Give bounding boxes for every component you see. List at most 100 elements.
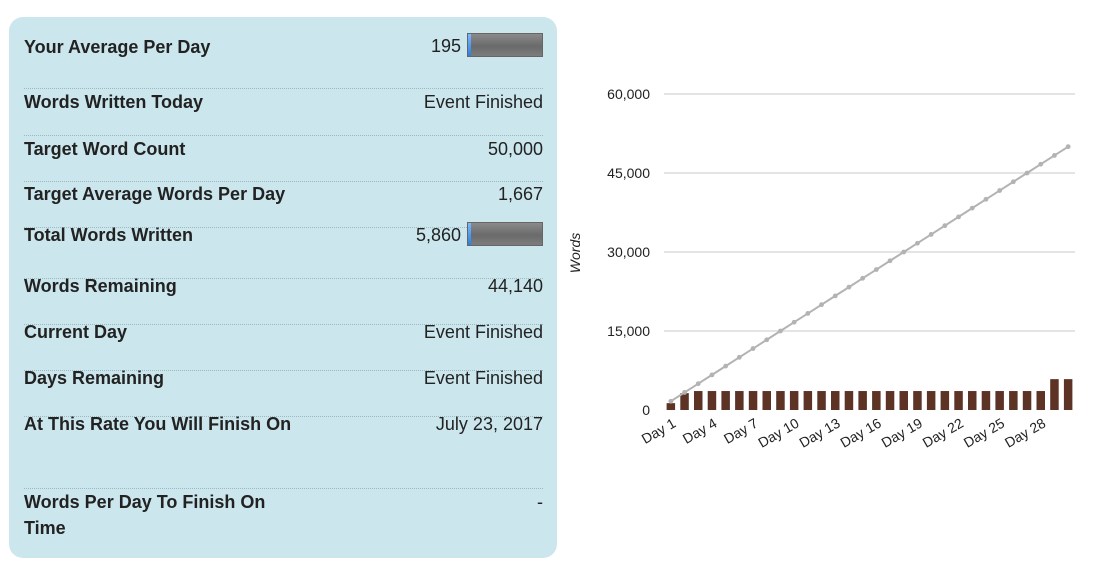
- bar-9: [776, 391, 785, 410]
- bar-27: [1022, 391, 1032, 410]
- chart-gridlines: [664, 93, 1075, 332]
- x-tick-label: Day 1: [639, 415, 679, 447]
- total-progress-bar: [467, 222, 543, 246]
- x-tick-label: Day 22: [920, 415, 967, 451]
- target-point-24: [983, 196, 989, 202]
- stat-row-total-words: Total Words Written 5,860: [24, 222, 543, 279]
- y-tick-label: 15,000: [607, 323, 650, 339]
- target-point-23: [969, 205, 975, 211]
- y-tick-label: 30,000: [607, 244, 650, 260]
- x-tick-label: Day 7: [721, 415, 761, 447]
- row-separator: [24, 227, 543, 228]
- x-tick-label: Day 19: [879, 415, 926, 451]
- stat-label: At This Rate You Will Finish On: [24, 414, 292, 434]
- target-point-9: [778, 328, 783, 334]
- target-point-18: [901, 249, 907, 255]
- bar-26: [1009, 391, 1018, 410]
- bar-5: [721, 391, 730, 410]
- bar-13: [831, 391, 840, 410]
- target-point-19: [915, 240, 920, 246]
- bar-29: [1050, 379, 1059, 410]
- stat-label: Target Word Count: [24, 139, 186, 159]
- target-point-20: [928, 232, 934, 237]
- bar-28: [1036, 391, 1045, 410]
- stat-value: Event Finished: [423, 92, 543, 112]
- stat-label: Current Day: [24, 322, 128, 342]
- target-point-30: [1065, 144, 1071, 150]
- x-tick-label: Day 16: [837, 415, 884, 451]
- stat-label: Words Written Today: [24, 92, 204, 112]
- bar-19: [913, 391, 922, 410]
- target-point-4: [709, 372, 715, 378]
- row-separator: [24, 488, 543, 489]
- target-point-12: [819, 302, 824, 308]
- bar-12: [817, 391, 826, 410]
- target-point-8: [764, 337, 770, 343]
- bar-24: [981, 391, 991, 410]
- y-tick-label: 0: [642, 402, 650, 418]
- bar-15: [858, 391, 867, 410]
- bar-10: [789, 391, 799, 410]
- target-line-path: [670, 145, 1069, 403]
- bar-7: [748, 391, 758, 410]
- target-point-6: [736, 354, 742, 360]
- target-point-27: [1024, 170, 1030, 176]
- target-point-11: [805, 311, 811, 316]
- bar-17: [885, 391, 895, 410]
- stats-panel: Your Average Per Day 195 Words Written T…: [9, 17, 557, 558]
- bar-6: [735, 391, 744, 410]
- row-separator: [24, 181, 543, 182]
- row-separator: [24, 324, 543, 325]
- row-separator: [24, 416, 543, 417]
- target-point-1: [668, 398, 674, 404]
- stat-value: July 23, 2017: [435, 414, 543, 434]
- row-separator: [24, 88, 543, 89]
- y-axis-ticks: 0 15,000 30,000 45,000 60,000: [607, 86, 650, 418]
- stat-value: 44,140: [487, 276, 543, 296]
- target-line: [668, 144, 1071, 404]
- bar-18: [899, 391, 908, 410]
- average-progress-bar: [467, 33, 543, 57]
- stat-label: Words Remaining: [24, 276, 177, 296]
- bar-8: [762, 391, 771, 410]
- row-separator: [24, 135, 543, 136]
- stat-value: 195: [431, 33, 543, 57]
- x-tick-label: Day 4: [680, 415, 720, 447]
- bar-25: [995, 391, 1004, 410]
- target-point-15: [860, 275, 866, 281]
- target-point-16: [873, 267, 879, 272]
- bar-3: [694, 391, 703, 410]
- target-point-5: [723, 363, 729, 369]
- stat-row-target-word-count: Target Word Count 50,000: [24, 136, 543, 182]
- bar-11: [803, 391, 813, 410]
- stat-label: Target Average Words Per Day: [24, 184, 286, 204]
- target-point-28: [1038, 161, 1044, 167]
- bar-21: [940, 391, 950, 410]
- stat-row-current-day: Current Day Event Finished: [24, 322, 543, 371]
- row-separator: [24, 370, 543, 371]
- stat-row-finish-date: At This Rate You Will Finish On July 23,…: [24, 414, 543, 489]
- bar-1: [666, 403, 676, 410]
- bar-16: [872, 391, 881, 410]
- stat-value: Event Finished: [423, 322, 543, 342]
- bar-2: [680, 393, 689, 410]
- bar-23: [968, 391, 977, 410]
- x-tick-label: Day 13: [796, 415, 843, 451]
- stat-value: Event Finished: [423, 368, 543, 388]
- y-tick-label: 60,000: [607, 86, 650, 102]
- stat-label: Total Words Written: [24, 225, 193, 245]
- target-point-29: [1052, 153, 1057, 158]
- average-per-day-value: 195: [430, 36, 461, 56]
- stat-label: Words Per Day To Finish On Time: [24, 492, 266, 538]
- target-point-26: [1010, 179, 1016, 185]
- stat-row-days-remaining: Days Remaining Event Finished: [24, 368, 543, 417]
- stat-value: 5,860: [416, 222, 543, 246]
- stat-value: 50,000: [487, 139, 543, 159]
- target-point-22: [956, 214, 961, 220]
- y-tick-label: 45,000: [607, 165, 650, 181]
- target-point-21: [942, 223, 948, 229]
- stat-row-average-per-day: Your Average Per Day 195: [24, 31, 543, 89]
- average-progress-fill: [468, 34, 471, 56]
- bar-20: [926, 391, 936, 410]
- stat-value: -: [537, 492, 543, 512]
